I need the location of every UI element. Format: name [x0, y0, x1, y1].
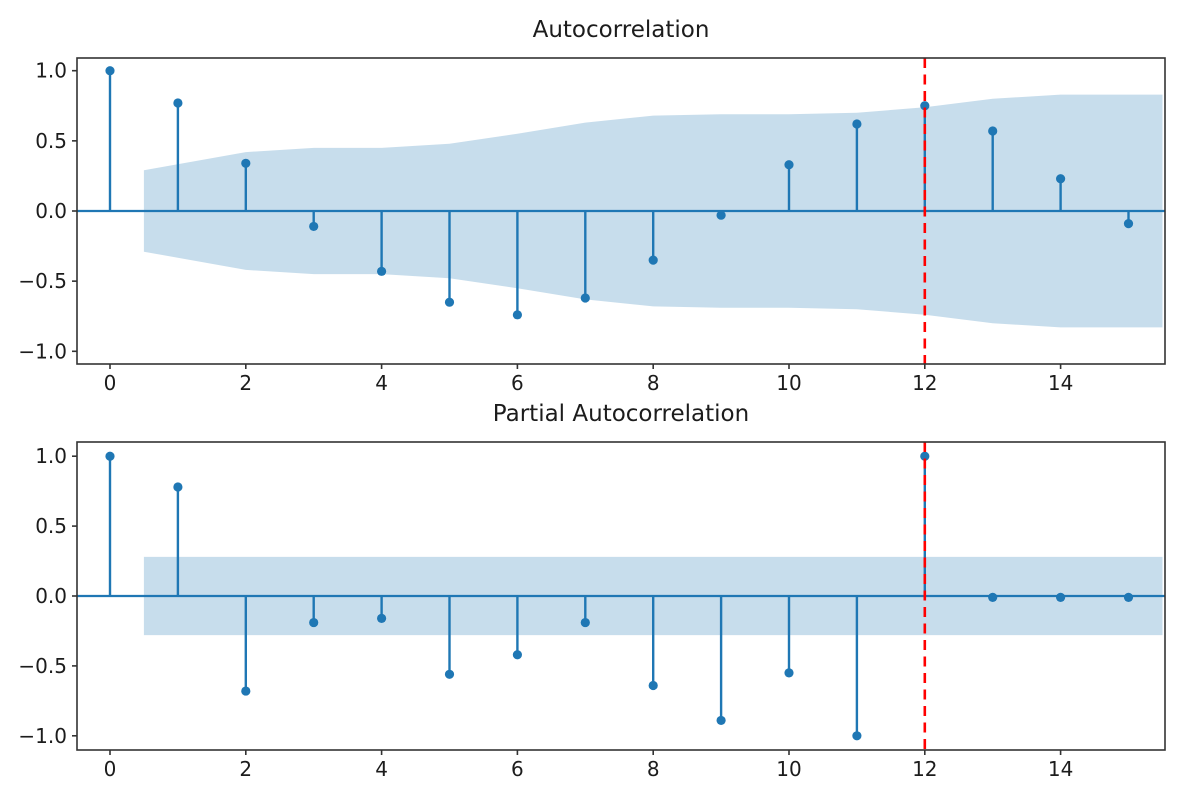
stem-marker [580, 617, 590, 628]
x-tick-label: 2 [239, 757, 252, 781]
stem-marker [512, 310, 523, 320]
stem-marker [716, 715, 726, 726]
stem-marker [173, 482, 183, 492]
stem-marker [309, 221, 319, 232]
stem-marker [988, 592, 998, 602]
stem-marker [444, 297, 455, 307]
x-tick-label: 14 [1048, 757, 1073, 781]
x-tick-label: 2 [239, 371, 252, 395]
stem-marker [1056, 174, 1066, 184]
stem-marker [920, 451, 930, 461]
x-tick-label: 8 [647, 371, 660, 395]
x-tick-label: 0 [104, 757, 117, 781]
y-tick-label: −0.5 [18, 654, 67, 678]
pacf-chart: 0 2 4 6 8 10 12 14 1.0 0.5 0.0 −0.5 −1.0 [18, 441, 1166, 781]
stem-marker [784, 160, 794, 170]
x-tick-label: 6 [511, 371, 524, 395]
y-tick-label: −1.0 [18, 724, 67, 748]
x-tick-label: 10 [776, 371, 801, 395]
x-tick-label: 12 [912, 757, 937, 781]
stem-marker [512, 650, 523, 660]
stem-marker [241, 686, 251, 696]
stem-marker [648, 255, 658, 265]
acf-chart: 0 2 4 6 8 10 12 14 1.0 0.5 0.0 −0.5 −1.0 [18, 57, 1166, 395]
x-tick-label: 6 [511, 757, 524, 781]
stem-marker [377, 613, 387, 623]
x-tick-label: 0 [104, 371, 117, 395]
stem-marker [105, 451, 115, 461]
stem-marker [784, 668, 794, 678]
stem-marker [716, 210, 726, 220]
y-tick-label: 1.0 [35, 59, 67, 83]
stem-marker [580, 293, 590, 303]
stem-marker [309, 617, 319, 628]
y-tick-label: 0.0 [35, 584, 67, 608]
x-tick-label: 12 [912, 371, 937, 395]
y-tick-label: 1.0 [35, 444, 67, 468]
y-tick-label: −0.5 [18, 269, 67, 293]
x-tick-label: 4 [375, 757, 388, 781]
x-tick-label: 10 [776, 757, 801, 781]
stem-marker [173, 98, 183, 108]
y-tick-label: 0.5 [35, 129, 67, 153]
stem-marker [1056, 592, 1066, 602]
y-tick-label: 0.0 [35, 199, 67, 223]
acf-title: Autocorrelation [532, 17, 710, 43]
pacf-title: Partial Autocorrelation [492, 401, 750, 427]
stem-marker [852, 731, 862, 741]
stem-marker [1123, 219, 1134, 229]
stem-marker [920, 101, 930, 111]
stem-marker [648, 680, 658, 691]
x-tick-label: 14 [1048, 371, 1073, 395]
stem-marker [105, 66, 115, 76]
x-tick-label: 4 [375, 371, 388, 395]
stem-marker [852, 119, 862, 129]
stem-marker [377, 266, 387, 276]
stem-marker [241, 158, 251, 168]
x-tick-label: 8 [647, 757, 660, 781]
y-tick-label: 0.5 [35, 514, 67, 538]
y-tick-label: −1.0 [18, 339, 67, 363]
stem-marker [1123, 592, 1134, 602]
stem-marker [444, 669, 455, 679]
stem-marker [988, 126, 998, 136]
